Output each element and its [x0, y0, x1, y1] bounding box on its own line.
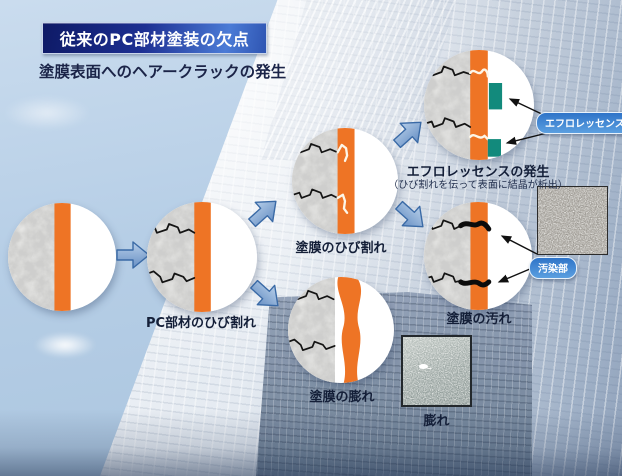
- subtitle: 塗膜表面へのヘアークラックの発生: [39, 63, 287, 81]
- stage3-label: 塗膜のひび割れ: [295, 241, 387, 256]
- stage4-note: （ひび割れを伝って表面に結晶が析出）: [388, 180, 568, 191]
- blister-photo: [401, 335, 472, 407]
- blister-photo-caption: 膨れ: [423, 414, 450, 429]
- stain-callout-pill: 汚染部: [529, 257, 577, 279]
- stage2-label: PC部材のひび割れ: [145, 316, 257, 331]
- flow-arrow-right-icon: [116, 240, 150, 270]
- cloud: [4, 96, 90, 130]
- stage4-efflorescence-circle: [424, 50, 534, 160]
- stage1-pc-member-circle: [8, 203, 116, 311]
- efflorescence-callout-pill: エフロレッセンス: [536, 112, 622, 134]
- stage2-pc-crack-circle: [147, 202, 257, 312]
- title-banner: 従来のPC部材塗装の欠点: [42, 22, 267, 54]
- title-banner-text: 従来のPC部材塗装の欠点: [59, 30, 250, 49]
- stage6-label: 塗膜の膨れ: [309, 390, 375, 405]
- stage5-stain-circle: [424, 202, 532, 310]
- cloud: [34, 332, 96, 358]
- stain-photo: [537, 186, 608, 255]
- stage6-blister-circle: [288, 277, 394, 383]
- stage5-label: 塗膜の汚れ: [446, 312, 512, 327]
